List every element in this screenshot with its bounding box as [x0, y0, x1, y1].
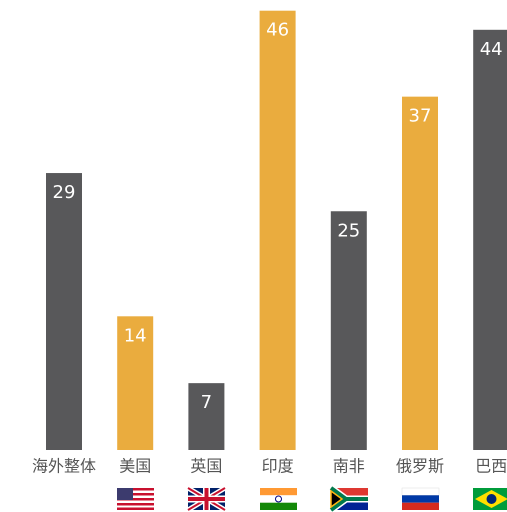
category-label: 巴西 [475, 457, 507, 476]
flag-brazil [473, 488, 507, 510]
category-label: 美国 [119, 457, 151, 476]
flag-uk [186, 485, 227, 512]
value-label: 7 [201, 392, 212, 413]
flag-south-africa [328, 485, 368, 512]
bar [117, 316, 154, 450]
bar [402, 96, 438, 451]
flag-india [260, 488, 297, 510]
value-label: 46 [266, 20, 289, 41]
bar [259, 10, 296, 450]
category-label: 俄罗斯 [396, 457, 444, 476]
category-label: 英国 [190, 457, 222, 476]
value-label: 14 [124, 325, 147, 346]
value-label: 25 [337, 220, 360, 241]
category-label: 海外整体 [32, 457, 96, 476]
bar [188, 383, 225, 450]
bar [46, 173, 82, 451]
category-label: 印度 [262, 457, 294, 476]
value-label: 37 [409, 106, 432, 127]
bar [330, 211, 367, 450]
value-label: 44 [480, 39, 503, 60]
value-label: 29 [53, 182, 76, 203]
flag-us [117, 488, 154, 510]
flag-russia [401, 487, 440, 510]
flags [117, 485, 507, 512]
bar [473, 29, 507, 451]
category-label: 南非 [333, 457, 365, 476]
